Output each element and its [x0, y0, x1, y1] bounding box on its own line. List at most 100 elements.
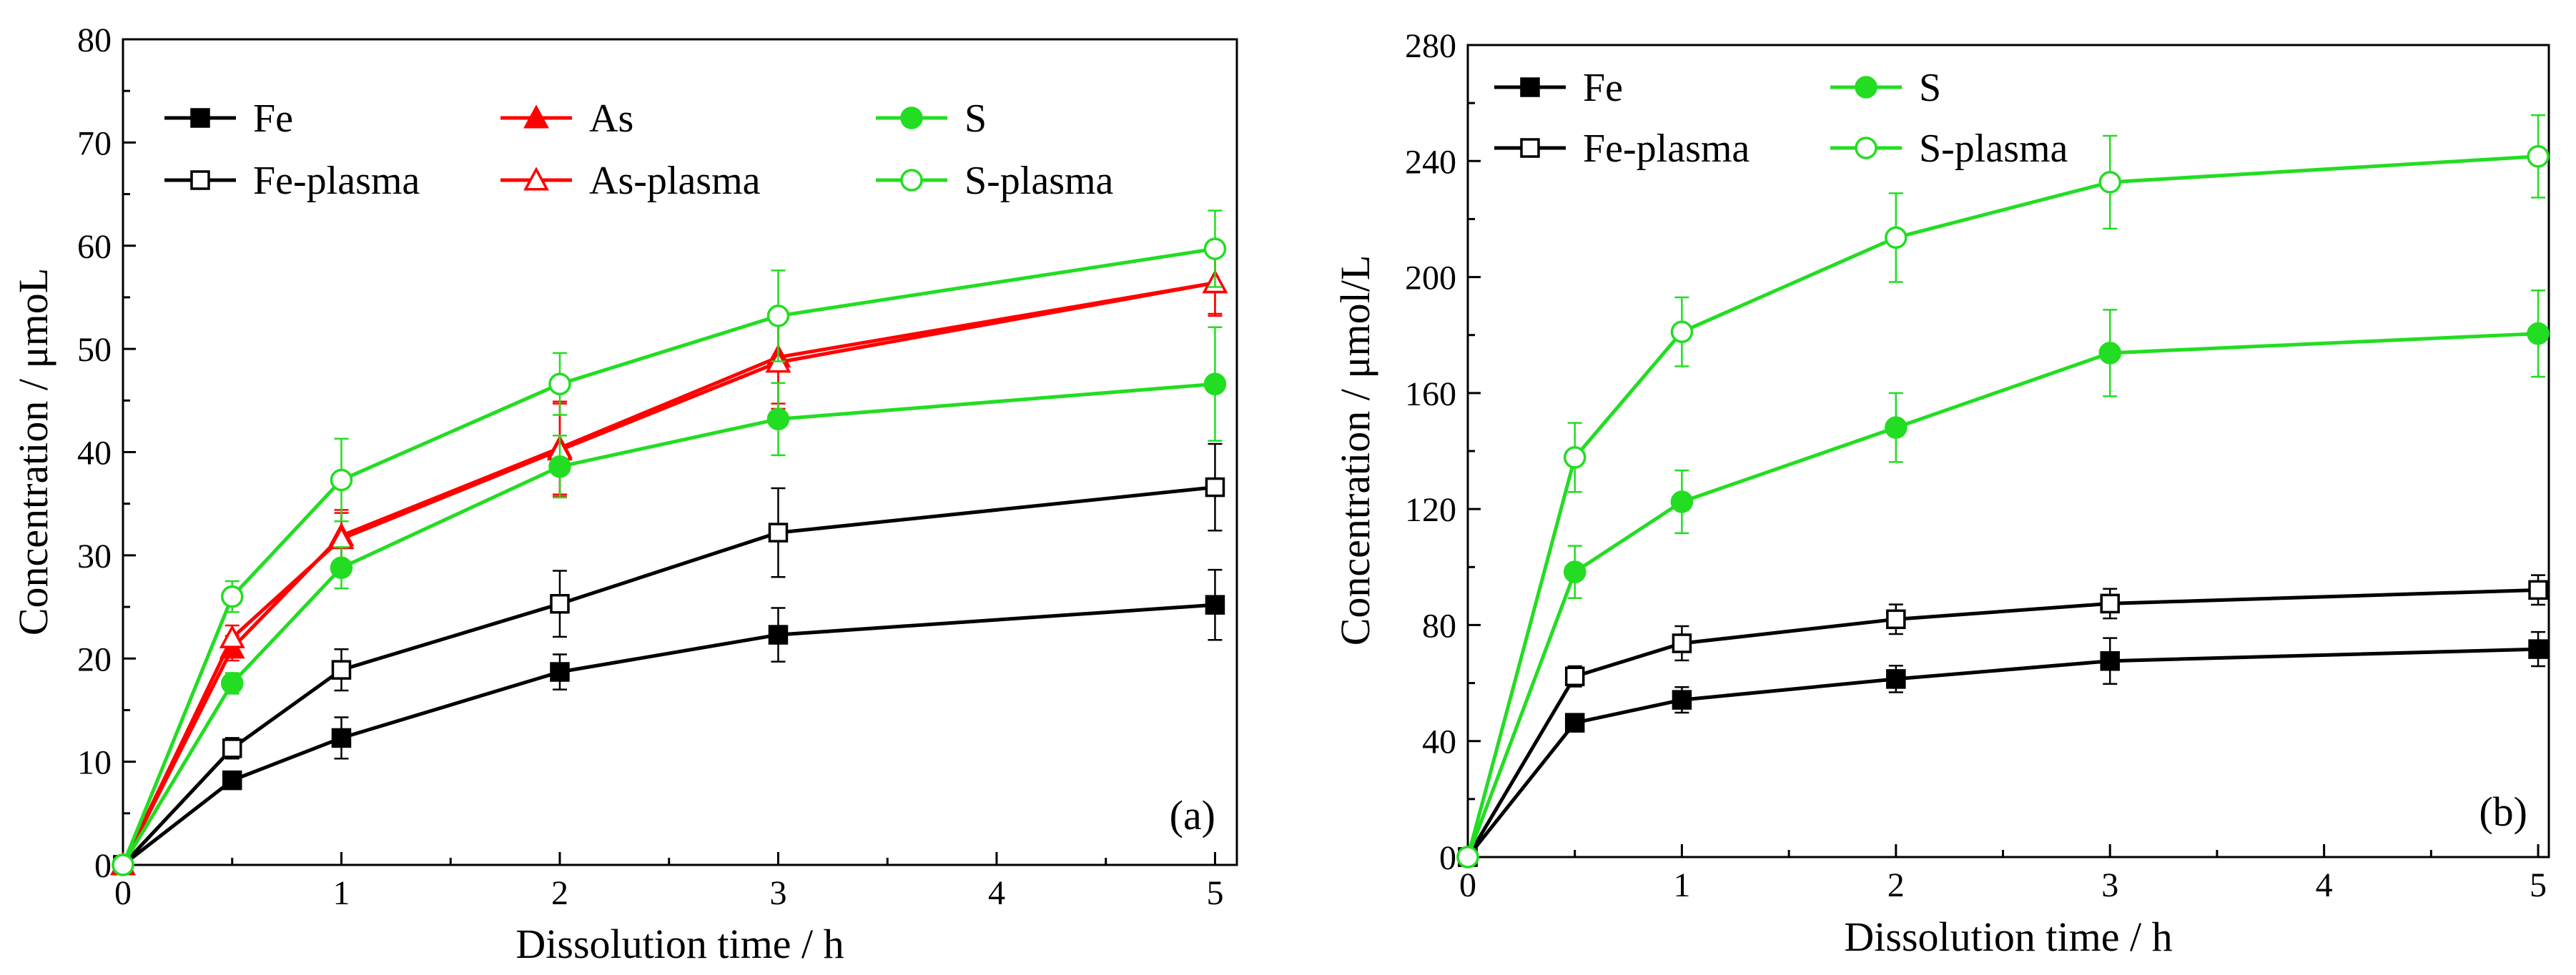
chart-a-data-point-s-plasma [766, 305, 790, 327]
chart-a-data-point-s [1203, 372, 1227, 395]
chart-b-data-point-fe [1886, 669, 1906, 689]
chart-b-series-line-fe-plasma [1466, 588, 2539, 858]
chart-a-x-tick-label: 2 [551, 874, 568, 912]
chart-a-legend-label: As-plasma [589, 159, 761, 203]
chart-b-data-point-fe-plasma [2100, 593, 2120, 614]
chart-b-series-line-fe [1466, 647, 2539, 858]
chart-b-series-s [1456, 289, 2550, 868]
chart-a-data-point-fe-plasma [768, 523, 789, 543]
chart-a-y-tick-label: 20 [77, 640, 112, 678]
chart-b-legend: Fe S Fe-plasma S-plasma [1494, 66, 2068, 171]
chart-b-legend-item-s-plasma: S-plasma [1830, 127, 2068, 171]
chart-a-series-line-fe-plasma [122, 485, 1215, 866]
chart-a-series-as-plasma [110, 249, 1228, 876]
chart-b-y-tick-label: 160 [1405, 375, 1456, 413]
chart-a-legend-item-as: As [500, 96, 633, 141]
chart-a-x-tick-label: 0 [114, 874, 132, 912]
chart-a-legend-marker [900, 107, 923, 129]
chart-b-data-point-s-plasma [1563, 446, 1586, 469]
chart-b-y-tick-label: 40 [1422, 723, 1456, 761]
chart-b-data-point-fe [1564, 713, 1585, 733]
chart-a-data-point-s [330, 556, 353, 579]
chart-a-series [110, 209, 1228, 876]
chart-b-y-tick-label: 200 [1405, 259, 1456, 297]
chart-b-legend-label: S [1919, 66, 1941, 110]
chart-a-x-tick-label: 1 [332, 874, 350, 912]
chart-a-series-fe-plasma [113, 442, 1225, 875]
chart-b-data-point-fe-plasma [1564, 666, 1585, 686]
chart-a-legend-marker [523, 167, 549, 191]
chart-b-y-tick-label: 0 [1439, 839, 1456, 877]
chart-a-legend-item-s: S [876, 96, 987, 141]
chart-a-data-point-fe [550, 662, 570, 682]
chart-a-panel-label: (a) [1170, 792, 1215, 838]
chart-a-data-point-fe-plasma [222, 738, 242, 758]
chart-b-x-tick-label: 0 [1459, 866, 1476, 904]
chart-a-y-tick-label: 80 [77, 21, 112, 59]
chart-b-ticks: 0 1 2 3 4 5 0 40 80 120 160 200 240 280 [1405, 27, 2547, 904]
chart-a-x-tick-label: 5 [1206, 874, 1223, 912]
chart-b-y-tick-label: 120 [1405, 491, 1456, 529]
chart-b-data-point-s [1563, 560, 1586, 583]
chart-b-y-tick-label: 80 [1422, 607, 1456, 645]
chart-b-data-point-fe-plasma [1672, 633, 1692, 653]
chart-a-data-point-s [766, 407, 790, 431]
chart-a-legend-label: Fe [253, 96, 293, 141]
chart-b-series-fe [1458, 630, 2548, 867]
chart-b-series-fe-plasma [1458, 574, 2548, 867]
chart-b-legend-item-s: S [1830, 66, 1941, 110]
chart-b-panel-label: (b) [2479, 788, 2527, 835]
chart-a-data-point-fe [222, 770, 242, 791]
chart-a-data-point-s-plasma [548, 372, 571, 395]
chart-a-legend-item-as-plasma: As-plasma [500, 159, 761, 203]
chart-b-series-s-plasma [1456, 114, 2550, 868]
chart-a-legend-marker [523, 104, 549, 129]
chart-a-data-point-s-plasma [220, 585, 244, 608]
chart-b-series-line-s [1466, 332, 2539, 858]
chart-a-legend-label: S-plasma [964, 159, 1114, 203]
chart-a-y-tick-label: 10 [77, 744, 112, 782]
chart-a-legend-label: Fe-plasma [253, 159, 420, 203]
chart-b-y-axis-title: Concentration / μmol/L [1332, 255, 1378, 646]
chart-a-legend-marker [190, 108, 210, 128]
chart-a-data-point-s [220, 672, 244, 695]
chart-a-series-line-s [121, 382, 1215, 866]
chart-a-legend-label: S [964, 96, 987, 141]
chart-b-series [1456, 114, 2550, 868]
chart-b-legend-label: Fe [1583, 66, 1623, 110]
chart-a-y-tick-label: 0 [94, 847, 112, 885]
chart-a-data-point-fe-plasma [550, 593, 570, 614]
chart-b-data-point-s [1670, 490, 1694, 513]
chart-b-data-point-fe [2100, 650, 2120, 671]
chart-b-data-point-fe [1672, 690, 1692, 710]
chart-a-y-tick-label: 40 [77, 435, 112, 472]
chart-b-legend-marker [1855, 137, 1877, 159]
chart-a-data-point-s-plasma [1203, 237, 1227, 260]
chart-a-x-tick-label: 4 [988, 874, 1005, 912]
chart-b-data-point-s [2527, 322, 2550, 345]
chart-a-y-tick-label: 30 [77, 538, 112, 575]
chart-a: Dissolution time / h Concentration / μmo… [10, 21, 1238, 967]
chart-b-x-tick-label: 5 [2530, 866, 2547, 904]
chart-a-data-point-as-plasma [219, 624, 245, 648]
chart-a-series-s-plasma [112, 209, 1227, 876]
chart-b-data-point-fe-plasma [1886, 609, 1906, 630]
chart-b-legend-marker [1855, 76, 1877, 99]
chart-a-y-tick-label: 60 [77, 228, 112, 266]
chart-a-series-line-as [121, 281, 1215, 866]
chart-a-series-fe [113, 568, 1225, 875]
chart-b-x-tick-label: 3 [2101, 866, 2118, 904]
chart-a-series-line-s-plasma [121, 247, 1215, 866]
chart-b-data-point-s-plasma [1456, 846, 1479, 868]
chart-b-data-point-s [2098, 342, 2121, 365]
chart-b-data-point-fe [2528, 639, 2548, 659]
chart-a-y-axis-title: Concentration / μmoL [10, 268, 56, 635]
chart-b-data-point-s-plasma [2527, 145, 2550, 168]
chart-a-data-point-fe-plasma [331, 660, 352, 680]
chart-b-y-tick-label: 280 [1405, 27, 1456, 65]
chart-a-data-point-s [548, 455, 571, 478]
chart-a-data-point-s-plasma [112, 853, 134, 876]
chart-a-y-tick-label: 50 [77, 331, 112, 369]
chart-a-series-as [110, 251, 1228, 876]
